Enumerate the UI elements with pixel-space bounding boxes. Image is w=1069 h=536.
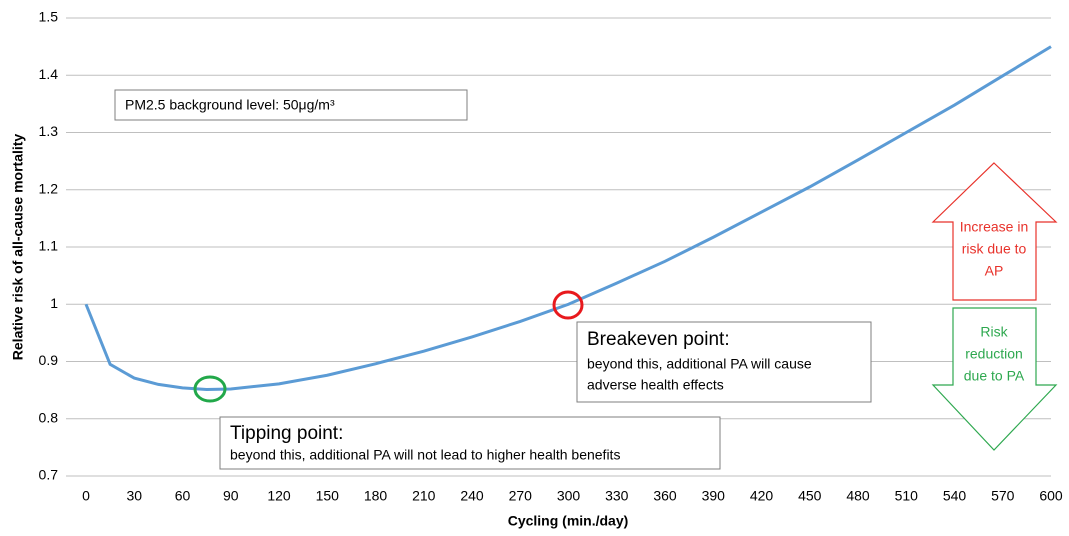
x-tick-label: 540 <box>943 488 967 504</box>
y-tick-label: 1.1 <box>39 238 59 254</box>
annotation-text: PM2.5 background level: 50μg/m³ <box>125 97 335 113</box>
grid <box>66 17 1051 477</box>
x-tick-label: 450 <box>798 488 822 504</box>
x-tick-label: 30 <box>126 488 142 504</box>
x-axis-label: Cycling (min./day) <box>508 513 629 529</box>
line <box>84 45 1052 392</box>
x-tick-label: 90 <box>223 488 239 504</box>
y-tick-label: 0.8 <box>39 409 59 425</box>
annotations: PM2.5 background level: 50μg/m³ Breakeve… <box>114 89 1058 470</box>
x-tick-label: 0 <box>82 488 90 504</box>
y-axis-label: Relative risk of all-cause mortality <box>10 134 26 361</box>
x-tick-label: 510 <box>895 488 919 504</box>
x-tick-label: 390 <box>702 488 726 504</box>
x-tick-label: 420 <box>750 488 774 504</box>
annotation-title: Breakeven point: <box>587 329 730 350</box>
x-tick-label: 120 <box>267 488 291 504</box>
annotation-text: adverse health effects <box>587 377 724 393</box>
x-tick-label: 270 <box>509 488 533 504</box>
reduction-arrow <box>931 307 1058 451</box>
tipping-marker <box>193 375 227 403</box>
x-tick-label: 570 <box>991 488 1015 504</box>
annotation-title: Tipping point: <box>230 423 343 444</box>
x-tick-label: 480 <box>846 488 870 504</box>
annotation-box <box>576 321 872 403</box>
arrow-label: due to PA <box>964 368 1025 384</box>
x-tick-label: 60 <box>175 488 191 504</box>
y-tick-label: 1.2 <box>39 180 59 196</box>
arrow-label: AP <box>985 263 1004 279</box>
x-tick-label: 210 <box>412 488 436 504</box>
annotation-text: beyond this, additional PA will not lead… <box>230 447 620 463</box>
y-tick-label: 1.3 <box>39 123 59 139</box>
y-tick-label: 0.7 <box>39 467 59 483</box>
annotation-text: beyond this, additional PA will cause <box>587 356 812 372</box>
x-tick-label: 180 <box>364 488 388 504</box>
y-tick-label: 1 <box>50 295 58 311</box>
breakeven-marker <box>552 290 584 320</box>
x-tick-label: 240 <box>460 488 484 504</box>
x-tick-label: 600 <box>1039 488 1063 504</box>
annotation-box <box>114 89 468 121</box>
arrow-label: Risk <box>980 324 1008 340</box>
x-tick-label: 330 <box>605 488 629 504</box>
x-tick-label: 360 <box>653 488 677 504</box>
y-tick-label: 1.4 <box>39 66 59 82</box>
x-tick-label: 300 <box>557 488 581 504</box>
increase-arrow <box>931 162 1058 301</box>
arrow-label: risk due to <box>962 241 1027 257</box>
y-tick-label: 1.5 <box>39 9 59 25</box>
y-tick-label: 0.9 <box>39 352 59 368</box>
x-tick-label: 150 <box>316 488 340 504</box>
annotation-box <box>219 416 721 470</box>
arrow-label: Increase in <box>960 219 1028 235</box>
arrow-label: reduction <box>965 346 1023 362</box>
